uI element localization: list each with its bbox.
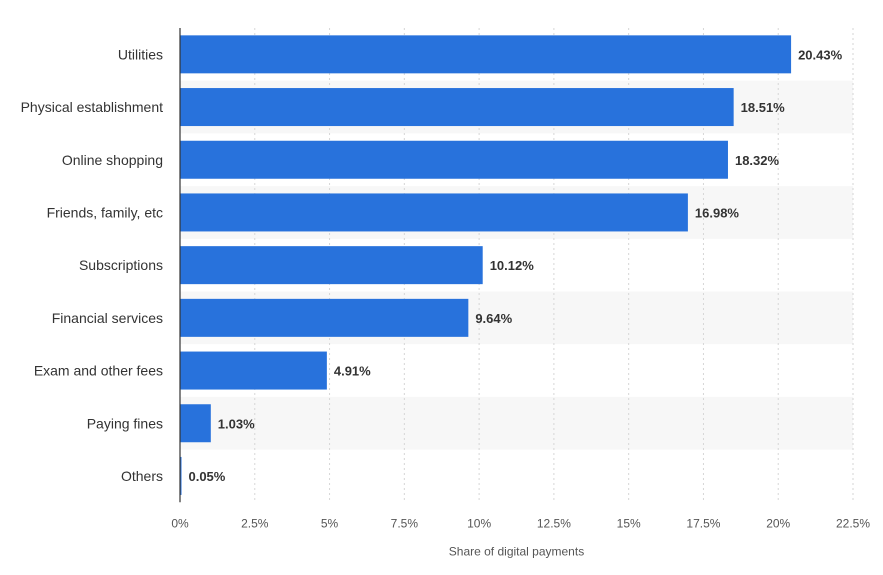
x-tick-label: 0% [171, 516, 189, 530]
data-label: 9.64% [475, 311, 512, 326]
x-tick-label: 22.5% [836, 516, 870, 530]
x-axis-ticks: 0% 2.5% 5% 7.5% 10% 12.5% 15% 17.5% 20% 22.5% [171, 516, 870, 530]
bar[interactable] [180, 246, 483, 285]
value-labels: 20.43% 18.51% 18.32% 16.98% 10.12% 9.64% 4.91%… [188, 47, 842, 484]
data-label: 0.05% [188, 469, 225, 484]
data-label: 1.03% [218, 416, 255, 431]
row-band [180, 396, 853, 450]
category-label: Online shopping [62, 152, 163, 168]
bar[interactable] [180, 351, 327, 390]
bars [180, 35, 792, 495]
data-label: 18.32% [735, 153, 780, 168]
bar[interactable] [180, 140, 728, 179]
x-tick-label: 2.5% [241, 516, 269, 530]
category-label: Financial services [52, 310, 163, 326]
bar[interactable] [180, 88, 734, 127]
x-tick-label: 7.5% [391, 516, 419, 530]
x-tick-label: 15% [617, 516, 641, 530]
x-tick-label: 17.5% [686, 516, 720, 530]
x-tick-label: 5% [321, 516, 339, 530]
x-tick-label: 12.5% [537, 516, 571, 530]
category-label: Paying fines [87, 415, 163, 431]
bar[interactable] [180, 456, 182, 495]
bar[interactable] [180, 404, 211, 443]
x-axis-title: Share of digital payments [449, 544, 584, 558]
category-labels: Utilities Physical establishment Online sh… [21, 46, 164, 484]
x-tick-label: 10% [467, 516, 491, 530]
category-label: Others [121, 468, 163, 484]
data-label: 16.98% [695, 205, 740, 220]
data-label: 4.91% [334, 364, 371, 379]
data-label: 20.43% [798, 47, 843, 62]
bar[interactable] [180, 298, 469, 337]
bar[interactable] [180, 35, 792, 74]
category-label: Utilities [118, 46, 163, 62]
data-label: 10.12% [490, 258, 535, 273]
bar[interactable] [180, 193, 688, 232]
category-label: Physical establishment [21, 99, 164, 115]
category-label: Friends, family, etc [47, 204, 163, 220]
category-label: Subscriptions [79, 257, 163, 273]
category-label: Exam and other fees [34, 363, 163, 379]
x-tick-label: 20% [766, 516, 790, 530]
gridlines [254, 28, 854, 503]
data-label: 18.51% [741, 100, 786, 115]
